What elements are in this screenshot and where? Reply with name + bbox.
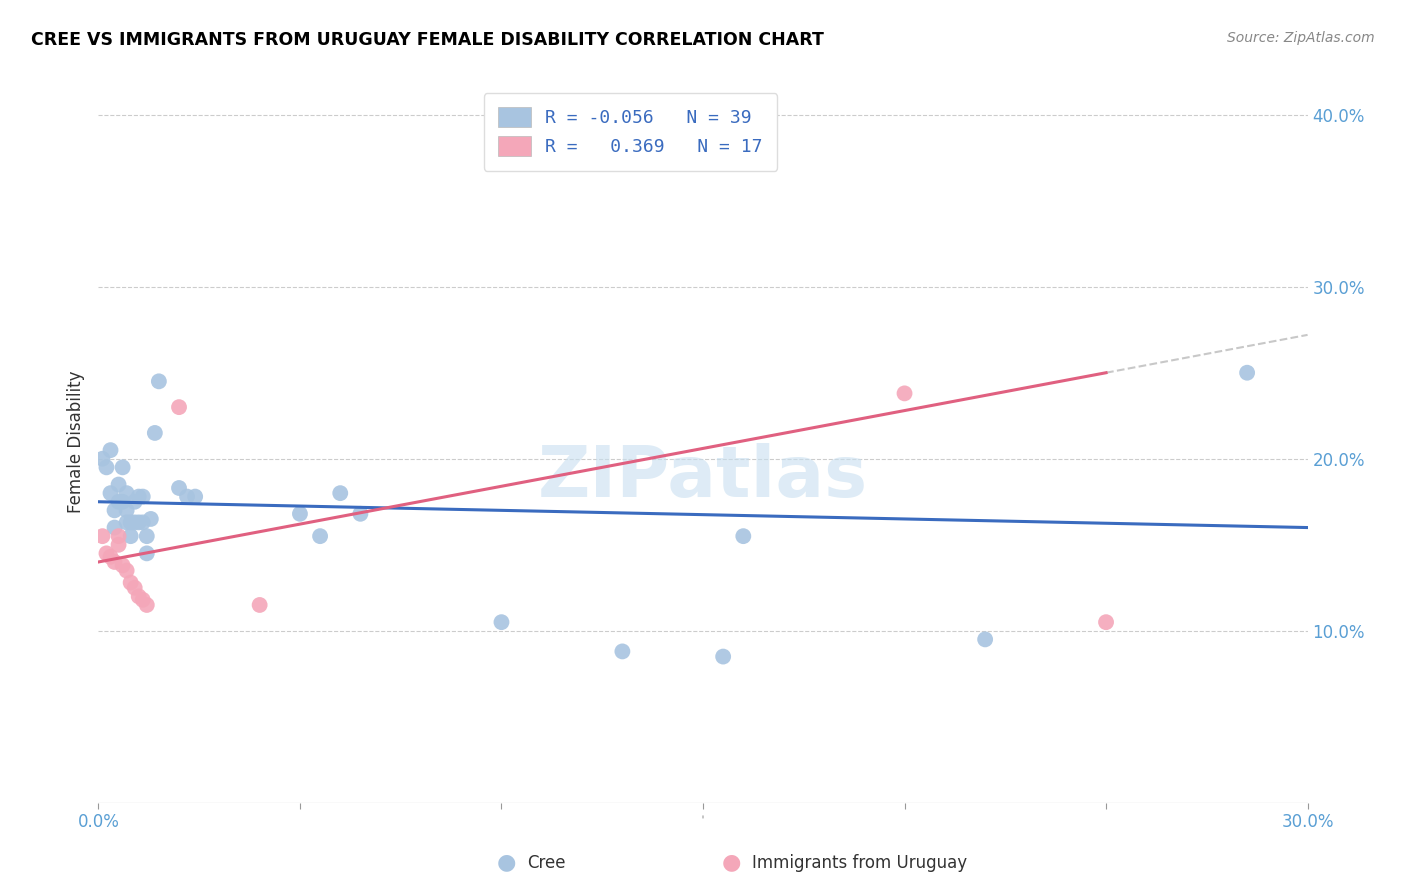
Point xyxy=(329,486,352,500)
Point xyxy=(100,486,122,500)
Point xyxy=(120,529,142,543)
Text: ZIPatlas: ZIPatlas xyxy=(538,443,868,512)
Text: ●: ● xyxy=(496,853,516,872)
Point xyxy=(128,516,150,530)
Point xyxy=(143,425,166,440)
Point xyxy=(711,649,734,664)
Point xyxy=(115,564,138,578)
Point xyxy=(167,481,190,495)
Point xyxy=(1095,615,1118,630)
Point xyxy=(612,644,634,658)
Point xyxy=(167,400,190,414)
Point xyxy=(128,490,150,504)
Point xyxy=(124,494,146,508)
Point xyxy=(491,615,513,630)
Point xyxy=(103,555,125,569)
Point xyxy=(120,575,142,590)
Point xyxy=(107,477,129,491)
Point xyxy=(176,490,198,504)
Point xyxy=(120,516,142,530)
Point xyxy=(139,512,162,526)
Point xyxy=(124,516,146,530)
Point xyxy=(91,451,114,466)
Point xyxy=(135,598,157,612)
Point xyxy=(111,494,134,508)
Point xyxy=(96,546,118,560)
Point xyxy=(111,460,134,475)
Point xyxy=(132,516,155,530)
Point xyxy=(124,581,146,595)
Text: Immigrants from Uruguay: Immigrants from Uruguay xyxy=(752,855,967,872)
Text: ●: ● xyxy=(721,853,741,872)
Legend: R = -0.056   N = 39, R =   0.369   N = 17: R = -0.056 N = 39, R = 0.369 N = 17 xyxy=(484,93,778,170)
Point xyxy=(103,503,125,517)
Point xyxy=(91,529,114,543)
Point xyxy=(132,592,155,607)
Point xyxy=(107,529,129,543)
Text: CREE VS IMMIGRANTS FROM URUGUAY FEMALE DISABILITY CORRELATION CHART: CREE VS IMMIGRANTS FROM URUGUAY FEMALE D… xyxy=(31,31,824,49)
Point xyxy=(184,490,207,504)
Point xyxy=(115,486,138,500)
Point xyxy=(249,598,271,612)
Point xyxy=(100,443,122,458)
Point xyxy=(974,632,997,647)
Point xyxy=(135,546,157,560)
Point xyxy=(733,529,755,543)
Point xyxy=(893,386,915,401)
Point xyxy=(115,516,138,530)
Point xyxy=(96,460,118,475)
Point xyxy=(128,590,150,604)
Point xyxy=(135,529,157,543)
Y-axis label: Female Disability: Female Disability xyxy=(66,370,84,513)
Point xyxy=(1236,366,1258,380)
Point xyxy=(100,549,122,564)
Point xyxy=(132,490,155,504)
Point xyxy=(115,503,138,517)
Point xyxy=(107,538,129,552)
Point xyxy=(309,529,332,543)
Text: Cree: Cree xyxy=(527,855,565,872)
Point xyxy=(107,494,129,508)
Text: Source: ZipAtlas.com: Source: ZipAtlas.com xyxy=(1227,31,1375,45)
Point xyxy=(288,507,311,521)
Point xyxy=(148,375,170,389)
Point xyxy=(111,558,134,573)
Point xyxy=(103,520,125,534)
Point xyxy=(349,507,371,521)
